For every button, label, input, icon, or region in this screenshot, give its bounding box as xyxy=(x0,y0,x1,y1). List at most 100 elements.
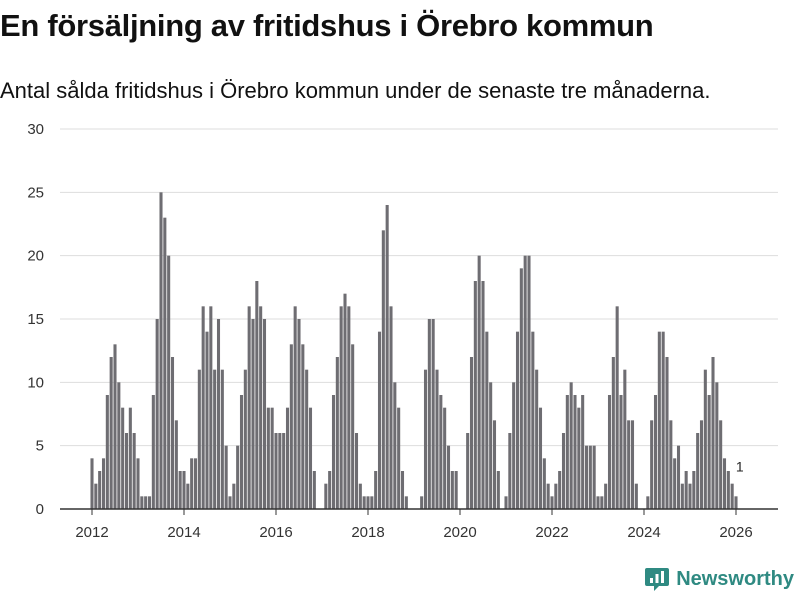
bar[interactable] xyxy=(274,433,278,509)
bar[interactable] xyxy=(726,471,730,509)
bar[interactable] xyxy=(201,306,205,509)
bar[interactable] xyxy=(600,496,604,509)
bar[interactable] xyxy=(121,407,125,509)
bar[interactable] xyxy=(251,319,255,509)
bar[interactable] xyxy=(665,357,669,509)
bar[interactable] xyxy=(699,420,704,509)
bar[interactable] xyxy=(109,357,113,509)
bar[interactable] xyxy=(650,420,654,509)
bar[interactable] xyxy=(328,471,332,509)
bar[interactable] xyxy=(627,420,631,509)
bar[interactable] xyxy=(535,369,539,509)
bar[interactable] xyxy=(523,255,527,509)
bar[interactable] xyxy=(266,407,270,509)
bar[interactable] xyxy=(715,382,719,509)
bar[interactable] xyxy=(443,407,447,509)
bar[interactable] xyxy=(669,420,673,509)
bar[interactable] xyxy=(504,496,508,509)
bar[interactable] xyxy=(312,471,316,509)
bar[interactable] xyxy=(205,331,209,509)
bar[interactable] xyxy=(308,407,313,509)
bar[interactable] xyxy=(262,319,267,509)
bar[interactable] xyxy=(489,382,493,509)
bar[interactable] xyxy=(542,458,546,509)
bar[interactable] xyxy=(439,395,443,509)
bar[interactable] xyxy=(634,483,638,509)
bar[interactable] xyxy=(358,483,362,509)
bar[interactable] xyxy=(615,306,619,509)
bar[interactable] xyxy=(515,331,520,509)
bar[interactable] xyxy=(607,395,612,509)
bar[interactable] xyxy=(305,369,309,509)
bar[interactable] xyxy=(619,395,623,509)
bar[interactable] xyxy=(592,445,596,509)
bar[interactable] xyxy=(546,483,550,509)
bar[interactable] xyxy=(400,471,405,509)
bar[interactable] xyxy=(362,496,366,509)
bar[interactable] xyxy=(124,433,129,509)
bar[interactable] xyxy=(519,268,523,509)
bar[interactable] xyxy=(711,357,715,509)
bar[interactable] xyxy=(331,395,336,509)
bar[interactable] xyxy=(527,255,531,509)
bar[interactable] xyxy=(577,407,581,509)
bar[interactable] xyxy=(550,496,554,509)
bar[interactable] xyxy=(561,433,566,509)
bar[interactable] xyxy=(569,382,573,509)
bar[interactable] xyxy=(680,483,684,509)
bar[interactable] xyxy=(719,420,723,509)
newsworthy-logo[interactable]: Newsworthy xyxy=(644,566,794,592)
bar[interactable] xyxy=(423,369,428,509)
bar[interactable] xyxy=(236,445,240,509)
bar[interactable] xyxy=(278,433,282,509)
bar[interactable] xyxy=(427,319,431,509)
bar[interactable] xyxy=(220,369,224,509)
bar[interactable] xyxy=(209,306,213,509)
bar[interactable] xyxy=(385,205,389,509)
bar[interactable] xyxy=(339,306,343,509)
bar[interactable] xyxy=(381,230,385,509)
bar[interactable] xyxy=(167,255,171,509)
bar[interactable] xyxy=(707,395,711,509)
bar[interactable] xyxy=(496,471,500,509)
bar[interactable] xyxy=(132,433,136,509)
bar[interactable] xyxy=(289,344,293,509)
bar[interactable] xyxy=(623,369,627,509)
bar[interactable] xyxy=(90,458,94,509)
bar[interactable] xyxy=(573,395,577,509)
bar[interactable] xyxy=(301,344,305,509)
bar[interactable] xyxy=(581,395,585,509)
bar[interactable] xyxy=(596,496,600,509)
bar[interactable] xyxy=(366,496,370,509)
bar[interactable] xyxy=(293,306,297,509)
bar[interactable] xyxy=(186,483,190,509)
bar[interactable] xyxy=(282,433,286,509)
bar[interactable] xyxy=(531,331,535,509)
bar[interactable] xyxy=(285,407,290,509)
bar[interactable] xyxy=(128,407,132,509)
bar[interactable] xyxy=(297,319,301,509)
bar[interactable] xyxy=(228,496,232,509)
bar[interactable] xyxy=(335,357,339,509)
bar[interactable] xyxy=(224,445,228,509)
bar[interactable] xyxy=(117,382,121,509)
bar[interactable] xyxy=(155,319,159,509)
bar[interactable] xyxy=(197,369,201,509)
bar[interactable] xyxy=(324,483,328,509)
bar[interactable] xyxy=(473,281,477,509)
bar[interactable] xyxy=(722,458,727,509)
bar[interactable] xyxy=(538,407,543,509)
bar[interactable] xyxy=(696,433,700,509)
bar[interactable] xyxy=(159,192,163,509)
bar[interactable] xyxy=(676,445,681,509)
bar[interactable] xyxy=(604,483,608,509)
bar[interactable] xyxy=(477,255,481,509)
bar[interactable] xyxy=(354,433,359,509)
bar[interactable] xyxy=(450,471,454,509)
bar[interactable] xyxy=(466,433,470,509)
bar[interactable] xyxy=(435,369,439,509)
bar[interactable] xyxy=(584,445,589,509)
bar[interactable] xyxy=(393,382,397,509)
bar[interactable] xyxy=(508,433,512,509)
bar[interactable] xyxy=(703,369,707,509)
